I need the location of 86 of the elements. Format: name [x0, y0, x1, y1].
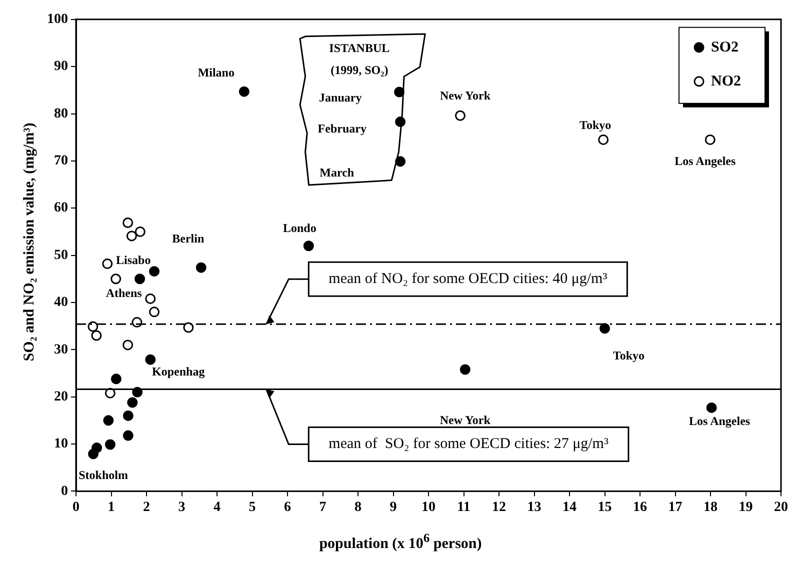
annotation: Tokyo [580, 118, 612, 132]
point [126, 230, 137, 242]
x-tick-label: 13 [527, 500, 542, 516]
x-tick-label: 18 [704, 500, 718, 516]
point [183, 322, 194, 333]
y-tick-label: 30 [54, 342, 68, 358]
y-tick-label: 0 [61, 484, 68, 499]
x-tick-label: 2 [143, 500, 150, 516]
x-tick-label: 11 [457, 500, 470, 516]
y-tick-label: 60 [54, 200, 68, 216]
point [134, 226, 146, 237]
x-tick-label: 5 [248, 500, 256, 516]
point [122, 340, 134, 350]
x-tick-label: 3 [178, 500, 186, 516]
annotation: Los Angeles [674, 154, 736, 168]
x-tick-label: 17 [668, 500, 682, 516]
x-axis-title: population (x 10$^{6}$ person) [318, 531, 483, 553]
x-tick-label: 6 [284, 500, 291, 516]
point [110, 274, 122, 284]
point [122, 410, 134, 421]
x-tick-label: 4 [214, 500, 220, 516]
annotation: Athens [106, 286, 142, 300]
annotation: New York [440, 88, 491, 103]
annotation: Berlin [172, 232, 204, 246]
annotation: New York [440, 412, 491, 427]
annotation: February [318, 121, 366, 136]
legend-label: NO2 [711, 73, 741, 90]
point [598, 134, 609, 145]
point [149, 306, 160, 318]
y-tick-label: 40 [54, 295, 68, 310]
y-tick-label: 70 [54, 154, 68, 169]
x-tick-label: 0 [72, 500, 80, 516]
point [238, 86, 250, 97]
legend-label: SO2 [711, 39, 739, 56]
point [122, 430, 134, 441]
point [110, 374, 122, 384]
point [196, 262, 206, 273]
x-tick-label: 20 [774, 500, 788, 516]
y-tick-label: 80 [54, 106, 68, 122]
x-tick-label: 10 [422, 500, 436, 516]
y-axis-title: SO₂ and NO₂ emission value, (mg/m³) [22, 122, 38, 361]
x-tick-label: 15 [598, 500, 612, 516]
annotation: ISTANBUL [329, 41, 390, 56]
point [454, 110, 466, 121]
point [102, 258, 113, 270]
annotation: (1999, SO₂) [330, 63, 388, 78]
point [103, 415, 114, 426]
point [149, 266, 160, 277]
x-tick-label: 7 [319, 500, 326, 516]
point [122, 217, 134, 228]
point [704, 134, 716, 145]
x-tick-label: 14 [562, 500, 576, 516]
annotation: January [319, 90, 362, 104]
annotation: March [320, 165, 354, 180]
point [134, 274, 146, 284]
point [104, 439, 116, 450]
y-tick-label: 20 [54, 389, 68, 404]
point [600, 323, 610, 334]
annotation: Kopenhag [152, 364, 205, 379]
x-tick-label: 19 [738, 500, 753, 516]
annotation: Londo [282, 220, 316, 235]
x-tick-label: 12 [492, 500, 506, 516]
point [91, 330, 102, 341]
point [127, 397, 138, 408]
point [706, 402, 717, 413]
x-tick-label: 1 [108, 500, 115, 516]
point [145, 354, 156, 365]
annotation: mean of NO₂ for some OECD cities: 40 μg/m³ [328, 271, 608, 288]
annotation: Los Angeles [689, 414, 750, 428]
point [303, 240, 314, 252]
annotation: Tokyo [612, 348, 645, 363]
y-tick-label: 50 [54, 248, 68, 263]
y-tick-label: 10 [54, 436, 68, 452]
x-tick-label: 9 [390, 500, 397, 516]
x-tick-label: 16 [633, 500, 647, 516]
point [88, 321, 98, 332]
point [145, 293, 156, 304]
point [460, 364, 470, 375]
y-tick-label: 90 [54, 59, 68, 74]
annotation: Milano [198, 66, 234, 80]
annotation: Stokholm [78, 468, 128, 482]
x-tick-label: 8 [354, 500, 362, 516]
point [88, 448, 99, 460]
annotation: Lisabo [116, 252, 151, 267]
annotation: mean of SO₂ for some OECD cities: 27 μg/m³ [328, 436, 609, 452]
y-tick-label: 100 [47, 12, 68, 28]
